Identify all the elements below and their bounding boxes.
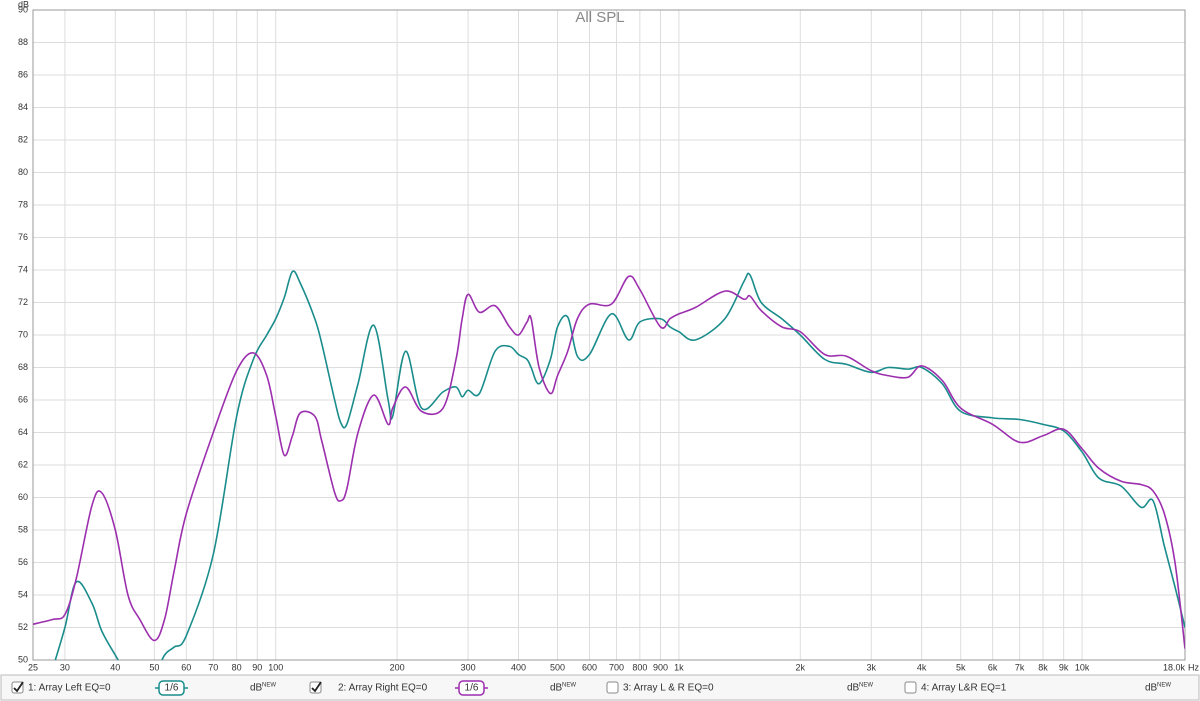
x-tick-label: 10k	[1075, 662, 1090, 672]
y-tick-label: 74	[18, 264, 28, 274]
x-tick-label: 300	[461, 662, 476, 672]
y-tick-label: 64	[18, 427, 28, 437]
legend: 1: Array Left EQ=0 1/6 dB NEW 2: Array Right…	[11, 680, 1171, 696]
trace-name: 1: Array Left EQ=0	[28, 683, 111, 694]
spl-curve	[54, 270, 1185, 660]
trace-unit: dB	[1145, 683, 1158, 694]
x-tick-label: 1k	[674, 662, 684, 672]
x-tick-label: 200	[390, 662, 405, 672]
x-tick-label: 700	[609, 662, 624, 672]
check-mark	[13, 681, 24, 693]
chart-title: All SPL	[575, 9, 624, 26]
x-tick-label: 60	[181, 662, 191, 672]
smoothing-label: 1/6	[465, 683, 479, 694]
y-unit: dB	[18, 0, 29, 9]
x-tick-label: 30	[60, 662, 70, 672]
legend-bar	[0, 674, 1200, 701]
x-tick-label: 5k	[956, 662, 966, 672]
y-tick-label: 60	[18, 492, 28, 502]
trace-unit: dB	[250, 683, 263, 694]
y-tick-label: 80	[18, 167, 28, 177]
plot-frame	[32, 9, 1186, 661]
x-tick-label: 3k	[867, 662, 877, 672]
x-tick-label: 800	[632, 662, 647, 672]
x-tick-label: 9k	[1059, 662, 1069, 672]
y-tick-label: 70	[18, 329, 28, 339]
spl-curve	[33, 275, 1185, 649]
y-tick-label: 76	[18, 232, 28, 242]
y-tick-label: 58	[18, 524, 28, 534]
x-tick-label: 50	[149, 662, 159, 672]
x-unit: Hz	[1188, 662, 1199, 672]
x-tick-label: 18.0k	[1163, 662, 1186, 672]
x-tick-label: 6k	[988, 662, 998, 672]
trace-unit: dB	[847, 683, 860, 694]
y-tick-label: 68	[18, 362, 28, 372]
unit-badge: NEW	[859, 683, 873, 689]
x-tick-label: 900	[653, 662, 668, 672]
x-tick-label: 40	[110, 662, 120, 672]
trace-name: 4: Array L&R EQ=1	[921, 683, 1007, 694]
x-tick-label: 100	[268, 662, 283, 672]
x-tick-label: 600	[582, 662, 597, 672]
x-tick-label: 90	[252, 662, 262, 672]
y-tick-label: 66	[18, 394, 28, 404]
unit-badge: NEW	[262, 683, 276, 689]
y-tick-label: 50	[18, 654, 28, 664]
y-tick-label: 78	[18, 199, 28, 209]
grid-layer	[32, 9, 1186, 661]
x-tick-label: 400	[511, 662, 526, 672]
trace-name: 3: Array L & R EQ=0	[623, 683, 714, 694]
y-tick-label: 90	[18, 4, 28, 14]
smoothing-button[interactable]	[158, 680, 185, 696]
x-tick-label: 25	[28, 662, 38, 672]
y-tick-label: 82	[18, 134, 28, 144]
x-tick-label: 2k	[796, 662, 806, 672]
y-tick-label: 84	[18, 102, 28, 112]
check-mark	[311, 681, 322, 693]
trace-name: 2: Array Right EQ=0	[338, 683, 428, 694]
x-tick-label: 8k	[1038, 662, 1048, 672]
unit-badge: NEW	[1157, 683, 1171, 689]
trace-unit: dB	[550, 683, 563, 694]
y-tick-label: 88	[18, 37, 28, 47]
visibility-checkbox[interactable]	[606, 681, 619, 694]
x-tick-label: 500	[550, 662, 565, 672]
x-tick-label: 80	[232, 662, 242, 672]
y-tick-label: 56	[18, 557, 28, 567]
visibility-checkbox[interactable]	[904, 681, 917, 694]
x-tick-label: 70	[208, 662, 218, 672]
smoothing-button[interactable]	[458, 680, 485, 696]
x-tick-label: 4k	[917, 662, 927, 672]
y-tick-label: 86	[18, 69, 28, 79]
unit-badge: NEW	[562, 683, 576, 689]
smoothing-label: 1/6	[165, 683, 179, 694]
y-tick-label: 52	[18, 622, 28, 632]
y-tick-label: 54	[18, 589, 28, 599]
x-tick-label: 7k	[1015, 662, 1025, 672]
curves-layer	[33, 270, 1185, 660]
y-tick-label: 72	[18, 297, 28, 307]
y-tick-label: 62	[18, 459, 28, 469]
